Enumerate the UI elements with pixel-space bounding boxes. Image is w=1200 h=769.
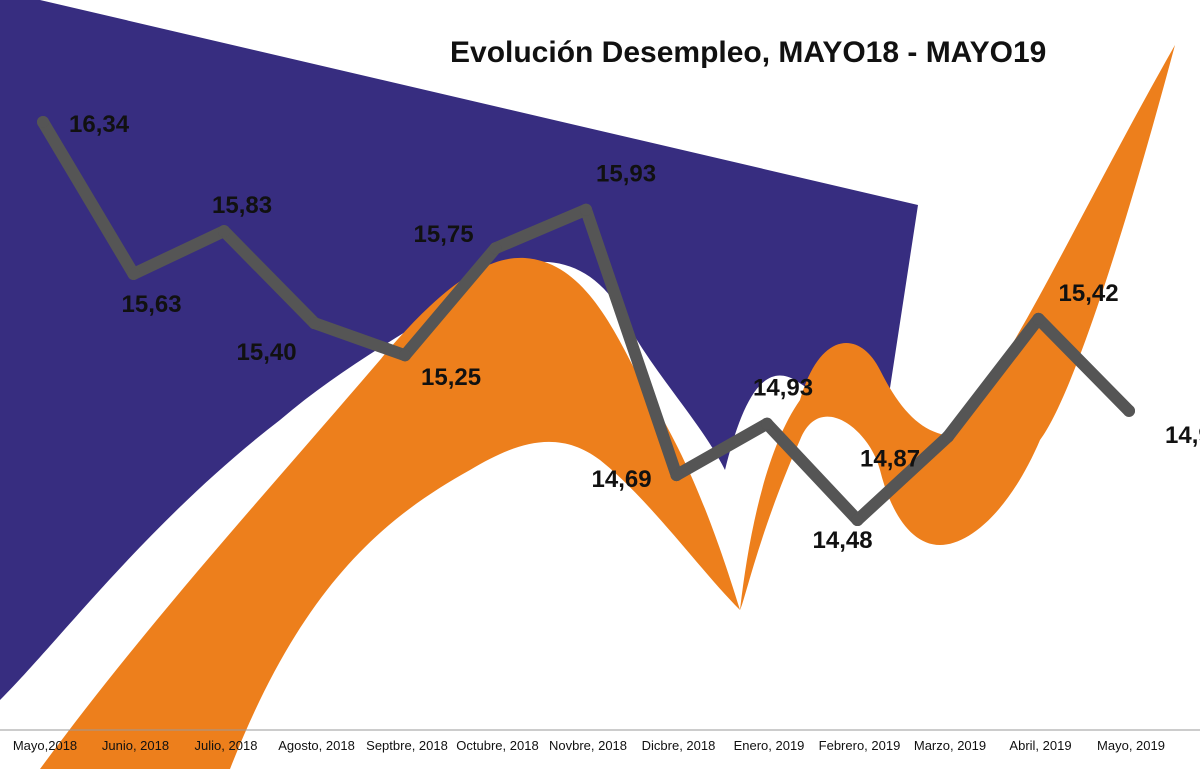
x-tick-label: Abril, 2019 bbox=[1009, 738, 1071, 753]
data-label: 15,63 bbox=[122, 291, 182, 318]
data-label: 15,75 bbox=[414, 221, 474, 248]
data-label: 16,34 bbox=[69, 111, 130, 138]
series-line-segment bbox=[670, 417, 773, 482]
data-label: 15,25 bbox=[421, 364, 481, 391]
data-point bbox=[580, 203, 592, 216]
series-line-segment bbox=[942, 312, 1045, 443]
data-point bbox=[942, 430, 954, 443]
chart-title: Evolución Desempleo, MAYO18 - MAYO19 bbox=[450, 36, 1046, 69]
data-label: 14,69 bbox=[592, 466, 652, 493]
data-point bbox=[218, 225, 230, 238]
data-point bbox=[1032, 312, 1045, 325]
data-label: 14,87 bbox=[860, 446, 920, 473]
data-label: 15,42 bbox=[1059, 280, 1119, 307]
series-line-segment bbox=[399, 242, 502, 362]
data-label: 15,83 bbox=[212, 192, 272, 219]
x-tick-label: Mayo,2018 bbox=[13, 738, 77, 753]
series-line-segment bbox=[127, 225, 230, 280]
series-line-segment bbox=[1032, 312, 1135, 417]
data-point bbox=[399, 349, 411, 362]
data-label: 14,48 bbox=[813, 527, 873, 554]
data-point bbox=[761, 417, 773, 430]
series-line-segment bbox=[37, 116, 140, 280]
data-label: 15,40 bbox=[237, 339, 297, 366]
x-tick-label: Dicbre, 2018 bbox=[642, 738, 716, 753]
x-tick-label: Septbre, 2018 bbox=[366, 738, 448, 753]
series-line-segment bbox=[580, 203, 683, 482]
data-label: 14,93 bbox=[753, 375, 813, 402]
x-tick-label: Agosto, 2018 bbox=[278, 738, 355, 753]
background-orange-shape bbox=[40, 45, 1175, 769]
x-tick-label: Enero, 2019 bbox=[734, 738, 805, 753]
x-tick-label: Junio, 2018 bbox=[102, 738, 169, 753]
data-point bbox=[670, 469, 683, 482]
background-blue-shape bbox=[0, 0, 918, 700]
x-tick-label: Marzo, 2019 bbox=[914, 738, 986, 753]
data-point bbox=[489, 242, 502, 255]
x-tick-label: Julio, 2018 bbox=[195, 738, 258, 753]
data-label: 15,93 bbox=[596, 161, 656, 188]
data-point bbox=[127, 267, 140, 280]
data-point bbox=[37, 116, 49, 128]
x-tick-label: Mayo, 2019 bbox=[1097, 738, 1165, 753]
data-point bbox=[308, 317, 321, 330]
series-line-segment bbox=[308, 317, 411, 362]
x-tick-label: Febrero, 2019 bbox=[819, 738, 901, 753]
x-tick-label: Octubre, 2018 bbox=[456, 738, 538, 753]
data-label: 14,99 bbox=[1165, 422, 1200, 449]
series-line-segment bbox=[761, 417, 864, 526]
x-tick-label: Novbre, 2018 bbox=[549, 738, 627, 753]
data-point bbox=[851, 514, 864, 526]
series-line-segment bbox=[218, 225, 321, 330]
series-line-segment bbox=[489, 203, 592, 255]
data-point bbox=[1123, 404, 1135, 417]
series-line-segment bbox=[851, 430, 954, 526]
